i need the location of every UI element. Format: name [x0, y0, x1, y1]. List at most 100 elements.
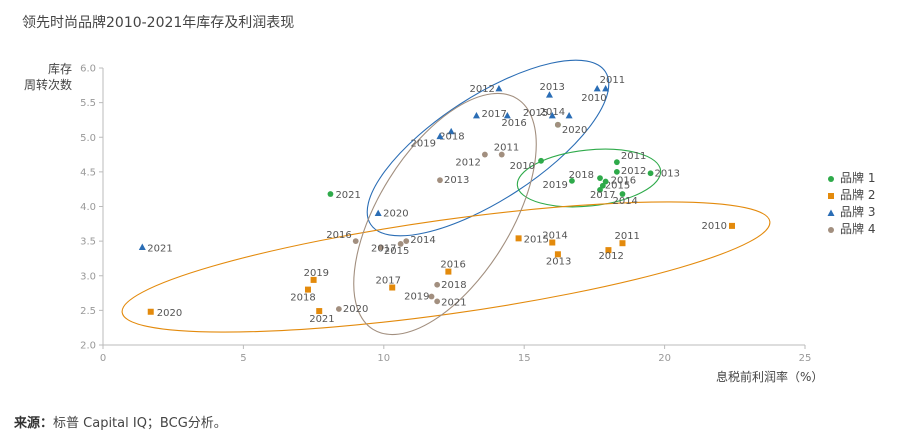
- brand2-year-label: 2021: [309, 314, 334, 325]
- brand2-year-label: 2013: [546, 256, 571, 267]
- legend-item-brand1: 品牌 1: [826, 170, 875, 187]
- brand3-point: [545, 91, 553, 98]
- brand3-point: [447, 127, 455, 135]
- brand3-year-label: 2015: [523, 108, 548, 119]
- brand2-point: [304, 286, 311, 293]
- brand2-year-label: 2015: [524, 234, 549, 245]
- y-tick-label: 6.0: [80, 64, 96, 75]
- source-label: 来源：: [14, 416, 54, 431]
- brand2-point: [316, 308, 323, 315]
- brand1-cluster-ellipse: [516, 148, 662, 208]
- chart-title: 领先时尚品牌2010-2021年库存及利润表现: [22, 15, 295, 31]
- brand1-year-label: 2017: [590, 190, 615, 201]
- brand2-year-label: 2018: [290, 293, 315, 304]
- brand2-point: [310, 276, 317, 283]
- brand2-point: [605, 247, 612, 254]
- brand2-year-label: 2010: [702, 221, 727, 232]
- brand2-point: [619, 240, 626, 247]
- brand3-point: [374, 209, 382, 217]
- brand3-year-label: 2012: [469, 84, 494, 95]
- legend-label: 品牌 1: [840, 171, 876, 185]
- brand3-year-label: 2018: [439, 132, 464, 143]
- legend-label: 品牌 2: [840, 188, 876, 202]
- brand2-point: [515, 235, 522, 242]
- legend-marker-square-icon: [828, 192, 834, 199]
- brand4-point: [554, 121, 561, 128]
- brand3-point: [565, 111, 573, 119]
- brand1-point: [602, 178, 609, 185]
- brand1-point: [613, 168, 620, 175]
- brand2-point: [389, 284, 396, 291]
- brand4-point: [403, 238, 410, 245]
- brand4-point: [397, 240, 404, 247]
- brand3-point: [138, 243, 146, 250]
- x-tick-label: 5: [240, 353, 246, 364]
- x-tick-label: 0: [100, 353, 106, 364]
- brand3-point: [548, 111, 556, 119]
- brand1-year-label: 2019: [542, 180, 567, 191]
- brand1-point: [538, 157, 544, 164]
- brand1-year-label: 2018: [569, 170, 594, 181]
- brand1-point: [619, 191, 626, 197]
- brand2-point: [445, 268, 452, 275]
- brand4-point: [335, 306, 342, 312]
- brand1-year-label: 2021: [335, 190, 360, 201]
- scatter-chart: 0 5 10 15 20 25 2.0 2.5 3.0 3.5 4.0 4.5 5.0 5.5 6.0 201…: [80, 59, 812, 364]
- brand1-point: [597, 186, 603, 193]
- brand4-year-label: 2016: [326, 230, 351, 241]
- y-tick-label: 3.0: [80, 271, 96, 282]
- legend-label: 品牌 3: [840, 205, 876, 219]
- brand2-year-label: 2014: [542, 231, 567, 242]
- brand4-year-label: 2020: [343, 304, 368, 315]
- x-axis-label: 息税前利润率（%）: [716, 370, 824, 384]
- brand3-point: [503, 111, 511, 119]
- brand1-year-label: 2010: [510, 161, 535, 172]
- brand2-year-label: 2017: [375, 276, 400, 287]
- brand3-point: [593, 84, 601, 92]
- brand2-point: [728, 222, 735, 229]
- brand3-year-label: 2016: [501, 118, 526, 129]
- y-tick-label: 4.0: [80, 202, 96, 213]
- brand4-year-label: 2019: [404, 292, 429, 303]
- brand3-year-label: 2011: [600, 75, 625, 86]
- brand2-year-label: 2016: [440, 260, 465, 271]
- brand1-year-label: 2012: [621, 166, 646, 177]
- brand1-point: [327, 191, 334, 197]
- brand4-cluster-ellipse: [353, 92, 537, 336]
- brand3-year-label: 2020: [383, 208, 408, 219]
- legend-item-brand2: 品牌 2: [826, 187, 875, 204]
- brand1-year-label: 2014: [612, 196, 637, 207]
- legend-label: 品牌 4: [840, 222, 876, 236]
- x-tick-label: 25: [799, 353, 812, 364]
- y-tick-label: 3.5: [80, 237, 96, 248]
- brand4-year-label: 2013: [444, 175, 469, 186]
- brand1-point: [569, 177, 575, 184]
- brand4-point: [434, 281, 441, 288]
- brand1-year-label: 2011: [621, 151, 646, 162]
- y-axis-label-line2: 周转次数: [23, 78, 72, 92]
- source-text: 标普 Capital IQ；BCG分析。: [53, 416, 227, 431]
- brand4-point: [481, 151, 488, 158]
- brand4-point: [352, 238, 359, 245]
- brand4-point: [428, 293, 435, 300]
- brand2-point: [554, 251, 561, 258]
- y-tick-label: 4.5: [80, 167, 96, 178]
- brand4-point: [498, 151, 505, 158]
- brand4-point: [434, 298, 441, 305]
- brand3-point: [472, 111, 480, 119]
- brand1-year-label: 2016: [611, 176, 636, 187]
- brand2-point: [549, 239, 556, 246]
- brand3-cluster-ellipse: [366, 59, 610, 237]
- brand4-year-label: 2011: [494, 143, 519, 154]
- brand3-year-label: 2010: [581, 93, 606, 104]
- brand3-year-label: 2013: [539, 82, 564, 93]
- brand1-year-label: 2020: [562, 125, 587, 136]
- brand3-point: [495, 84, 503, 92]
- y-tick-label: 5.0: [80, 133, 96, 144]
- brand1-point: [613, 159, 620, 166]
- brand4-year-label: 2018: [441, 280, 466, 291]
- brand3-point: [602, 84, 610, 92]
- brand4-year-label: 2021: [441, 297, 466, 308]
- y-tick-label: 2.5: [80, 306, 96, 317]
- brand3-year-label: 2017: [481, 109, 506, 120]
